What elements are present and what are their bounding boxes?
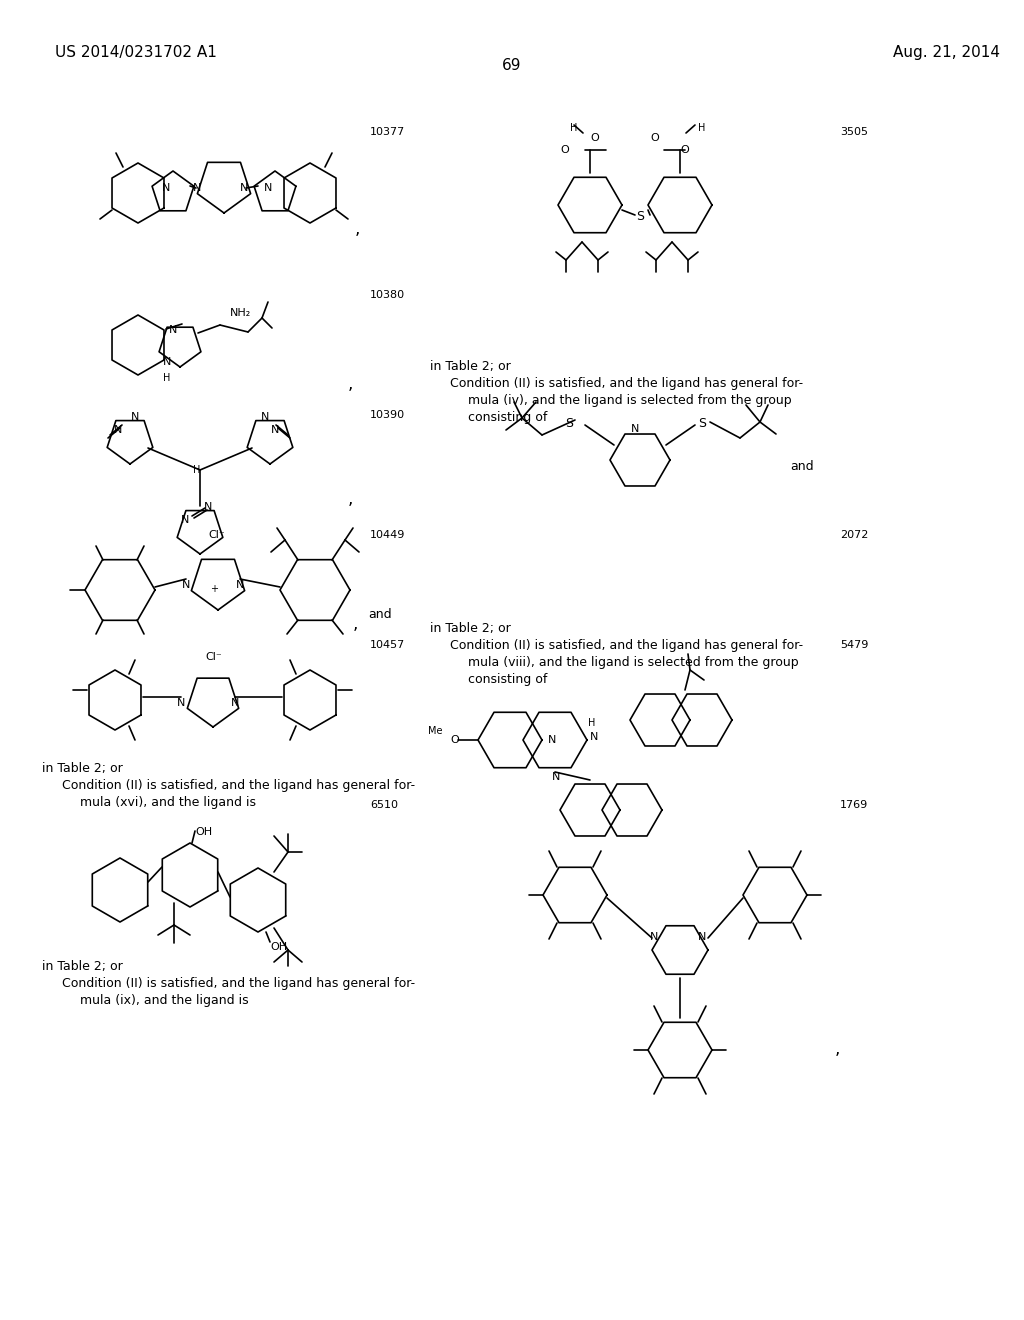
Text: Condition (II) is satisfied, and the ligand has general for-: Condition (II) is satisfied, and the lig… [62, 977, 415, 990]
Text: N: N [163, 356, 171, 367]
Text: 10449: 10449 [370, 531, 406, 540]
Text: N: N [261, 412, 269, 422]
Text: mula (ix), and the ligand is: mula (ix), and the ligand is [80, 994, 249, 1007]
Text: 2072: 2072 [840, 531, 868, 540]
Text: Cl⁻: Cl⁻ [208, 531, 224, 540]
Text: S: S [565, 417, 573, 430]
Text: NH₂: NH₂ [230, 308, 251, 318]
Text: N: N [548, 735, 556, 744]
Text: and: and [790, 459, 814, 473]
Text: ,: , [348, 490, 353, 508]
Text: 1769: 1769 [840, 800, 868, 810]
Text: Me: Me [428, 726, 442, 737]
Text: 10457: 10457 [370, 640, 406, 649]
Text: ,: , [355, 220, 360, 238]
Text: N: N [182, 579, 190, 590]
Text: Condition (II) is satisfied, and the ligand has general for-: Condition (II) is satisfied, and the lig… [62, 779, 415, 792]
Text: H: H [588, 718, 595, 729]
Text: H: H [163, 374, 171, 383]
Text: in Table 2; or: in Table 2; or [430, 622, 511, 635]
Text: N: N [240, 183, 248, 193]
Text: ,: , [353, 615, 358, 634]
Text: N: N [650, 932, 658, 942]
Text: 3505: 3505 [840, 127, 868, 137]
Text: 10390: 10390 [370, 411, 406, 420]
Text: US 2014/0231702 A1: US 2014/0231702 A1 [55, 45, 217, 59]
Text: consisting of: consisting of [468, 673, 548, 686]
Text: in Table 2; or: in Table 2; or [42, 762, 123, 775]
Text: mula (iv), and the ligand is selected from the group: mula (iv), and the ligand is selected fr… [468, 393, 792, 407]
Text: Condition (II) is satisfied, and the ligand has general for-: Condition (II) is satisfied, and the lig… [450, 639, 803, 652]
Text: O: O [591, 133, 599, 143]
Text: in Table 2; or: in Table 2; or [430, 360, 511, 374]
Text: N: N [181, 515, 189, 525]
Text: N: N [631, 424, 639, 434]
Text: O: O [650, 133, 659, 143]
Text: 5479: 5479 [840, 640, 868, 649]
Text: ,: , [835, 1040, 841, 1059]
Text: +: + [210, 583, 218, 594]
Text: 10380: 10380 [370, 290, 406, 300]
Text: N: N [114, 425, 122, 436]
Text: mula (viii), and the ligand is selected from the group: mula (viii), and the ligand is selected … [468, 656, 799, 669]
Text: mula (xvi), and the ligand is: mula (xvi), and the ligand is [80, 796, 256, 809]
Text: consisting of: consisting of [468, 411, 548, 424]
Text: N: N [131, 412, 139, 422]
Text: N: N [236, 579, 244, 590]
Text: H: H [194, 465, 201, 475]
Text: Aug. 21, 2014: Aug. 21, 2014 [893, 45, 1000, 59]
Text: N: N [193, 183, 201, 193]
Text: 69: 69 [502, 58, 522, 73]
Text: N: N [230, 698, 240, 708]
Text: 6510: 6510 [370, 800, 398, 810]
Text: H: H [570, 123, 578, 133]
Text: N: N [162, 183, 170, 193]
Text: N: N [552, 772, 560, 781]
Text: N: N [590, 733, 598, 742]
Text: S: S [636, 210, 644, 223]
Text: in Table 2; or: in Table 2; or [42, 960, 123, 973]
Text: N: N [698, 932, 707, 942]
Text: O: O [560, 145, 569, 154]
Text: OH: OH [270, 942, 287, 952]
Text: and: and [368, 609, 391, 620]
Text: O: O [681, 145, 689, 154]
Text: Cl⁻: Cl⁻ [205, 652, 222, 663]
Text: Condition (II) is satisfied, and the ligand has general for-: Condition (II) is satisfied, and the lig… [450, 378, 803, 389]
Text: N: N [204, 502, 212, 512]
Text: O: O [450, 735, 459, 744]
Text: N: N [270, 425, 280, 436]
Text: OH: OH [195, 828, 212, 837]
Text: S: S [698, 417, 706, 430]
Text: N: N [177, 698, 185, 708]
Text: H: H [698, 123, 706, 133]
Text: N: N [264, 183, 272, 193]
Text: N: N [169, 325, 177, 335]
Text: ,: , [348, 375, 353, 393]
Text: 10377: 10377 [370, 127, 406, 137]
